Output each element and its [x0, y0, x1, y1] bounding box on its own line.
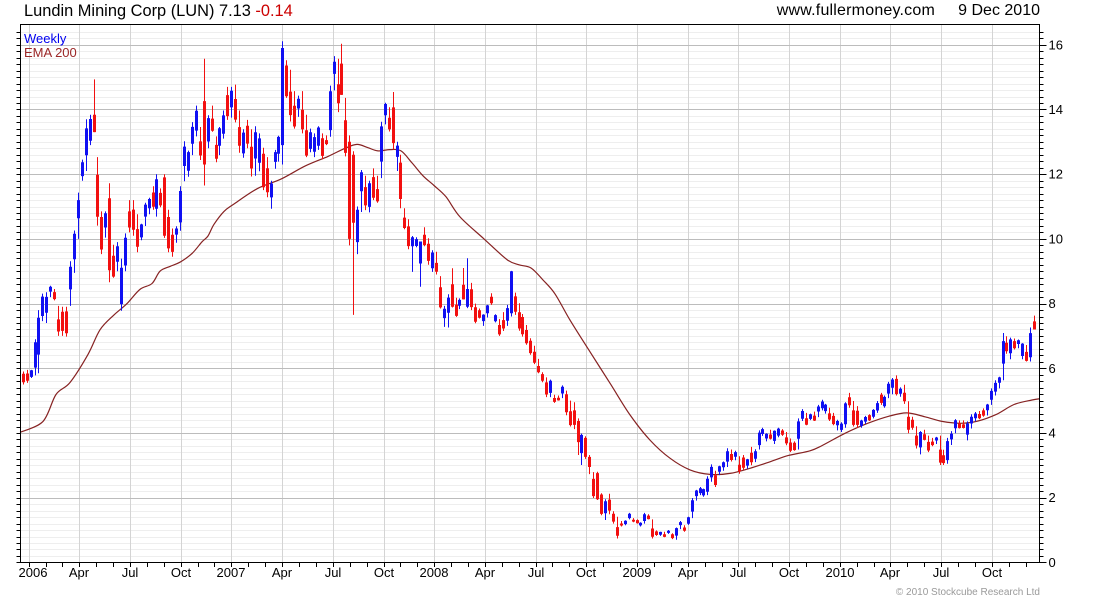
svg-text:8: 8	[1049, 296, 1056, 311]
svg-text:0: 0	[1049, 555, 1056, 570]
svg-text:2: 2	[1049, 490, 1056, 505]
svg-text:Apr: Apr	[272, 565, 293, 580]
svg-text:Jul: Jul	[528, 565, 545, 580]
svg-text:10: 10	[1049, 231, 1063, 246]
svg-text:Weekly: Weekly	[24, 31, 67, 46]
svg-text:Jul: Jul	[933, 565, 950, 580]
svg-text:Jul: Jul	[325, 565, 342, 580]
svg-text:Apr: Apr	[69, 565, 90, 580]
svg-text:2010: 2010	[826, 565, 855, 580]
svg-text:Oct: Oct	[374, 565, 395, 580]
svg-text:Apr: Apr	[880, 565, 901, 580]
svg-text:14: 14	[1049, 102, 1063, 117]
svg-text:6: 6	[1049, 361, 1056, 376]
svg-text:www.fullermoney.com: www.fullermoney.com	[776, 2, 935, 19]
svg-text:2007: 2007	[217, 565, 246, 580]
svg-text:Oct: Oct	[171, 565, 192, 580]
svg-text:Lundin Mining Corp (LUN) 7.13: Lundin Mining Corp (LUN) 7.13 -0.14	[24, 2, 293, 20]
svg-text:2008: 2008	[420, 565, 449, 580]
svg-text:12: 12	[1049, 167, 1063, 182]
svg-text:16: 16	[1049, 37, 1063, 52]
svg-text:2009: 2009	[623, 565, 652, 580]
svg-text:4: 4	[1049, 426, 1056, 441]
svg-text:© 2010 Stockcube Research Ltd: © 2010 Stockcube Research Ltd	[896, 587, 1040, 598]
svg-text:Jul: Jul	[730, 565, 747, 580]
svg-text:Apr: Apr	[678, 565, 699, 580]
svg-text:2006: 2006	[19, 565, 48, 580]
svg-text:Apr: Apr	[475, 565, 496, 580]
svg-text:Oct: Oct	[779, 565, 800, 580]
svg-text:Oct: Oct	[576, 565, 597, 580]
svg-text:Oct: Oct	[982, 565, 1003, 580]
svg-text:EMA 200: EMA 200	[24, 45, 77, 60]
svg-text:9 Dec 2010: 9 Dec 2010	[958, 2, 1040, 19]
svg-text:Jul: Jul	[122, 565, 139, 580]
